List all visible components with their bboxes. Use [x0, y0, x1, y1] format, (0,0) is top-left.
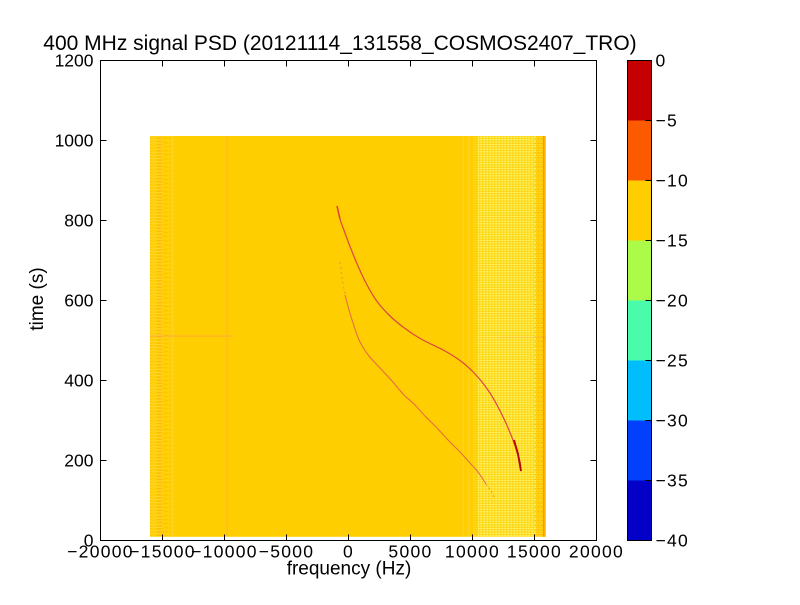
svg-text:400: 400	[64, 370, 93, 390]
svg-text:−20000: −20000	[67, 542, 134, 562]
svg-text:time (s): time (s)	[27, 267, 48, 330]
svg-text:400 MHz signal PSD (20121114_1: 400 MHz signal PSD (20121114_131558_COSM…	[43, 32, 636, 55]
svg-text:−30: −30	[656, 410, 690, 430]
svg-text:−35: −35	[656, 470, 690, 490]
svg-text:0: 0	[84, 530, 94, 550]
svg-text:−15: −15	[656, 230, 690, 250]
svg-text:−20: −20	[656, 290, 690, 310]
svg-text:frequency (Hz): frequency (Hz)	[287, 559, 412, 580]
svg-text:−15000: −15000	[129, 542, 196, 562]
svg-text:−10: −10	[656, 170, 690, 190]
svg-text:600: 600	[64, 290, 93, 310]
svg-text:10000: 10000	[445, 542, 500, 562]
svg-text:5000: 5000	[388, 542, 432, 562]
svg-text:−40: −40	[656, 530, 690, 550]
svg-text:−10000: −10000	[191, 542, 258, 562]
svg-text:−5: −5	[656, 110, 679, 130]
svg-text:15000: 15000	[507, 542, 562, 562]
svg-text:20000: 20000	[569, 542, 624, 562]
svg-text:0: 0	[343, 542, 354, 562]
svg-text:−5000: −5000	[259, 542, 315, 562]
svg-text:−25: −25	[656, 350, 690, 370]
svg-text:200: 200	[64, 450, 93, 470]
svg-text:800: 800	[64, 210, 93, 230]
svg-text:0: 0	[656, 50, 667, 70]
svg-text:1000: 1000	[55, 130, 94, 150]
svg-text:1200: 1200	[55, 50, 94, 70]
